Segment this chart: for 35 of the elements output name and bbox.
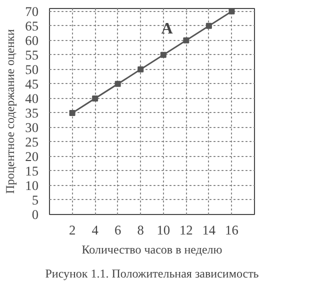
point <box>69 110 76 116</box>
y-tick-label: 50 <box>25 62 39 77</box>
y-tick-label: 15 <box>25 163 39 178</box>
x-axis-title: Количество часов в неделю <box>82 242 222 256</box>
point <box>206 22 212 29</box>
y-tick-label: 35 <box>25 105 39 120</box>
y-tick-label: 0 <box>32 207 39 222</box>
x-tick-label: 10 <box>156 222 170 238</box>
annotation: A <box>161 20 174 38</box>
y-tick-label: 45 <box>25 76 39 92</box>
y-tick-label: 30 <box>25 120 39 135</box>
x-tick-label: 14 <box>202 222 216 238</box>
point <box>160 52 166 58</box>
y-axis-title: Процентное содержание оценки <box>3 28 18 194</box>
point <box>228 8 235 14</box>
y-tick-label: 20 <box>25 148 39 164</box>
point <box>114 80 121 87</box>
y-tick-label: 60 <box>25 32 39 48</box>
point <box>183 37 190 44</box>
y-tick-label: 70 <box>25 4 39 19</box>
x-tick-label: 6 <box>114 222 122 238</box>
point <box>92 95 98 102</box>
y-tick-label: 25 <box>25 134 39 150</box>
y-tick-label: 65 <box>25 18 39 34</box>
x-tick-label: 12 <box>180 222 193 238</box>
point <box>138 66 144 72</box>
x-tick-label: 2 <box>68 222 76 238</box>
x-tick-label: 16 <box>225 222 239 238</box>
y-tick-label: 40 <box>25 90 39 106</box>
y-tick-label: 5 <box>32 192 39 208</box>
y-tick-label: 55 <box>25 47 39 62</box>
x-tick-label: 8 <box>137 222 144 238</box>
x-tick-label: 4 <box>92 222 99 238</box>
text: Рисунок 1.1. Положительная зависимость <box>45 266 260 280</box>
y-tick-label: 10 <box>25 178 39 193</box>
